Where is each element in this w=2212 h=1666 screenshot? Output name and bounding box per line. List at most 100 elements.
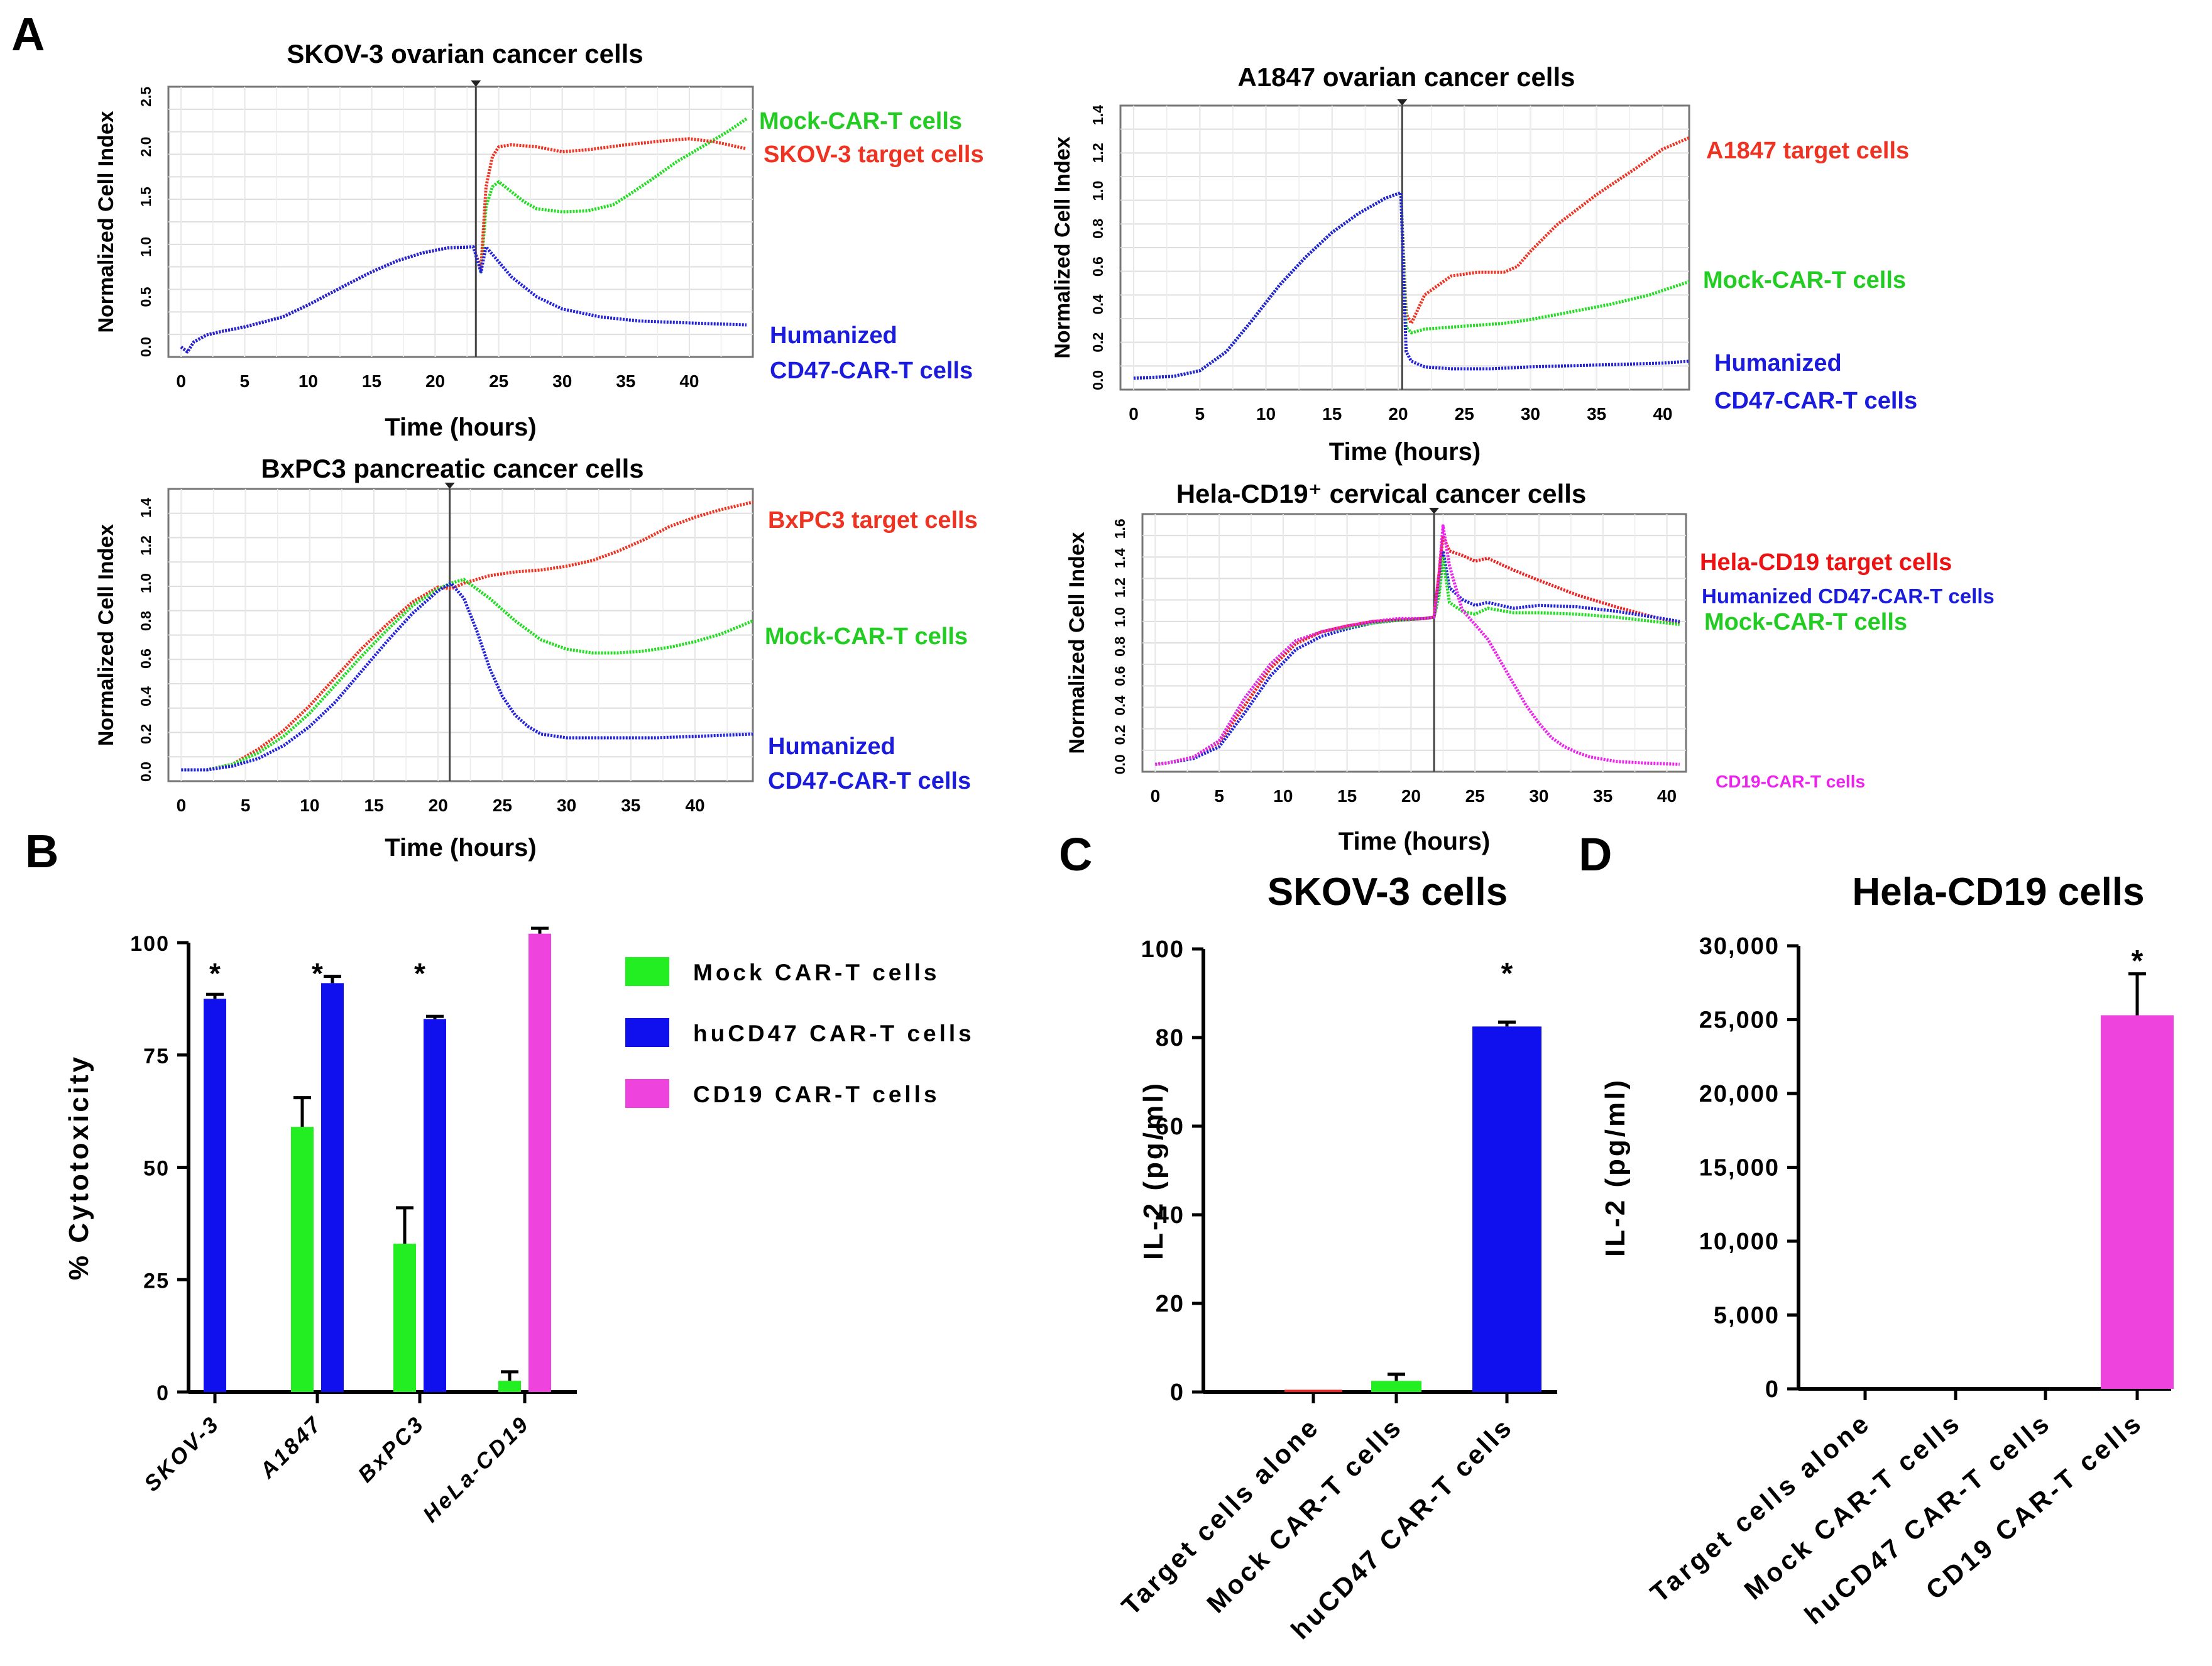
y-tick-label: 1.6 [1112, 518, 1128, 539]
y-axis-label: % Cytotoxicity [63, 1055, 94, 1280]
series-label: Humanized [768, 733, 895, 760]
chart-bxpc3-realtime: 0 5 10 15 20 25 30 35 40 0.0 0.2 0.4 0.6 0.8 1.0 1.2 1.4… [94, 454, 978, 862]
y-tick-label: 0.8 [1112, 637, 1128, 657]
series-label: SKOV-3 target cells [764, 141, 984, 168]
addition-marker-arrow [471, 80, 481, 87]
x-tick-label: 10 [298, 371, 318, 391]
x-tick-label: 5 [1214, 786, 1224, 806]
y-axis-label: Normalized Cell Index [94, 524, 118, 746]
x-tick-label: 5 [1195, 404, 1205, 424]
bar-bxpc3-hucd47 [424, 1019, 446, 1392]
legend-label: Mock CAR-T cells [693, 960, 940, 985]
bar-hela-cd19-cd19 [528, 933, 551, 1392]
series-label: CD47-CAR-T cells [770, 358, 973, 384]
y-tick-label: 5,000 [1714, 1303, 1780, 1329]
series-label: CD47-CAR-T cells [768, 768, 971, 794]
significance-mark: * [209, 957, 221, 990]
chart-title: SKOV-3 ovarian cancer cells [287, 39, 643, 69]
y-tick-label: 0.8 [1090, 219, 1106, 239]
series-label: Mock-CAR-T cells [1703, 267, 1906, 293]
x-axis-label: Time (hours) [385, 414, 537, 441]
addition-marker-arrow [1429, 508, 1440, 514]
y-tick-label: 1.2 [1090, 143, 1106, 163]
chart-title: BxPC3 pancreatic cancer cells [261, 454, 643, 483]
legend-label: huCD47 CAR-T cells [693, 1021, 975, 1046]
y-axis-label: Normalized Cell Index [94, 111, 118, 332]
panel-label-c: C [1059, 828, 1092, 880]
series-line-a1847-target-cells [1133, 136, 1690, 380]
series-line-cd19-car-t-cells [1155, 524, 1680, 766]
y-tick-label: 80 [1156, 1025, 1185, 1051]
y-tick-label: 10,000 [1699, 1229, 1780, 1255]
significance-mark: * [414, 957, 425, 990]
x-axis-label: Time (hours) [1329, 438, 1481, 466]
series-label: Hela-CD19 target cells [1700, 549, 1952, 576]
y-tick-label: 40 [1156, 1202, 1185, 1229]
x-tick-label: 25 [489, 371, 508, 391]
chart-title: A1847 ovarian cancer cells [1237, 62, 1575, 92]
series-line-humanized-cd47-car-t-cells [180, 245, 747, 354]
y-tick-label: 0.2 [1112, 725, 1128, 745]
y-tick-label: 0.0 [138, 337, 154, 357]
y-tick-label: 20 [1156, 1291, 1185, 1317]
panel-label-d: D [1579, 828, 1612, 880]
x-tick-label: 25 [493, 796, 512, 815]
chart-title: Hela-CD19 cells [1852, 870, 2144, 914]
x-tick-label: 35 [1593, 786, 1612, 806]
x-tick-label: 25 [1455, 404, 1474, 424]
series-label: CD19-CAR-T cells [1716, 772, 1865, 791]
x-tick-label: 0 [1129, 404, 1139, 424]
panel-label-b: B [25, 825, 58, 877]
y-tick-label: 1.2 [138, 535, 154, 556]
bar-skov-3-hucd47 [204, 999, 226, 1392]
x-tick-label: 0 [176, 371, 186, 391]
y-tick-label: 0.2 [138, 724, 154, 744]
legend-label: CD19 CAR-T cells [693, 1082, 940, 1107]
x-tick-label: 40 [1653, 404, 1672, 424]
significance-mark: * [2132, 945, 2144, 978]
y-tick-label: 0.5 [138, 287, 154, 307]
series-label: Mock-CAR-T cells [765, 623, 968, 650]
x-tick-label: 40 [679, 371, 699, 391]
x-tick-label: A1847 [255, 1411, 327, 1483]
bar-a1847-mock [291, 1127, 314, 1392]
y-tick-label: 1.4 [1090, 105, 1106, 125]
x-tick-label: 30 [1529, 786, 1548, 806]
series-label: A1847 target cells [1706, 138, 1909, 164]
x-axis-label: Time (hours) [1339, 828, 1491, 855]
significance-mark: * [1501, 957, 1513, 990]
x-tick-label: SKOV-3 [140, 1411, 225, 1496]
x-tick-label: 40 [685, 796, 704, 815]
x-tick-label: 35 [1587, 404, 1606, 424]
x-tick-label: 20 [425, 371, 445, 391]
significance-mark: * [312, 957, 323, 990]
y-tick-label: 1.0 [138, 237, 154, 257]
x-tick-label: 15 [364, 796, 383, 815]
legend-swatch [625, 1079, 669, 1108]
y-tick-label: 1.0 [1090, 181, 1106, 201]
bar-cd19-car-t [2101, 1015, 2174, 1389]
y-tick-label: 0.0 [1112, 754, 1128, 774]
y-axis-label: IL-2 (pg/ml) [1600, 1078, 1631, 1257]
y-tick-label: 0.6 [1112, 666, 1128, 686]
chart-il2-hela-cd19: 0 5,000 10,000 15,000 20,000 25,000 30,000 IL-2… [1600, 870, 2174, 1630]
y-tick-label: 60 [1156, 1114, 1185, 1140]
chart-title: SKOV-3 cells [1268, 870, 1508, 914]
x-tick-label: 40 [1657, 786, 1677, 806]
y-tick-label: 0.2 [1090, 332, 1106, 353]
series-label: CD47-CAR-T cells [1714, 388, 1917, 414]
panel-label-a: A [11, 8, 45, 60]
bar-target-cells-alone [1284, 1389, 1342, 1392]
addition-marker-arrow [444, 483, 455, 489]
bar-mock-car-t-cells [1371, 1381, 1421, 1392]
chart-skov3-realtime: 0 5 10 15 20 25 30 35 40 0.0 0.5 1.0 1.5 2.0 2.5 Time (… [94, 39, 984, 441]
y-tick-label: 1.5 [138, 187, 154, 207]
y-tick-label: 75 [143, 1044, 170, 1068]
y-tick-label: 0 [1170, 1379, 1185, 1406]
y-tick-label: 0.8 [138, 611, 154, 631]
y-axis-label: Normalized Cell Index [1051, 136, 1075, 358]
x-tick-label: HeLa-CD19 [419, 1411, 535, 1527]
y-tick-label: 0.4 [138, 686, 154, 706]
